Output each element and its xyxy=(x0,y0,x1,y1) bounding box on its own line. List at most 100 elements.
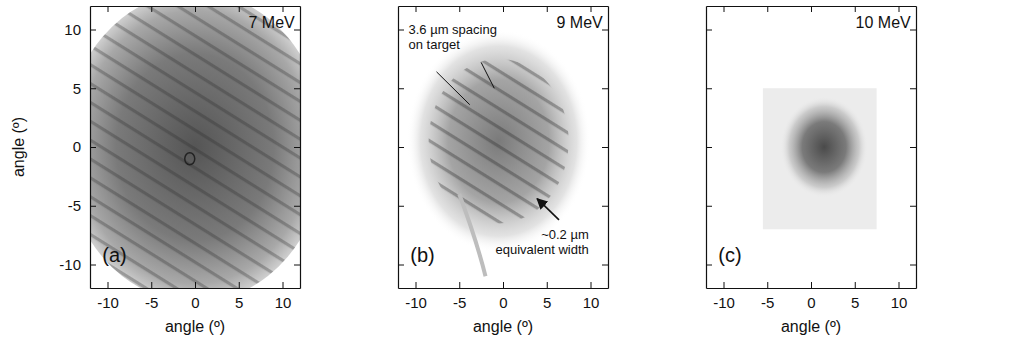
tick-mark xyxy=(767,282,768,288)
tick-mark xyxy=(899,282,900,288)
tick-mark xyxy=(706,30,712,31)
tick-mark xyxy=(108,282,109,288)
tick-mark xyxy=(398,147,404,148)
tick xyxy=(195,6,196,12)
tick-mark xyxy=(90,88,96,89)
tick-mark xyxy=(151,282,152,288)
tick-mark xyxy=(706,265,712,266)
axis xyxy=(706,7,712,289)
tick xyxy=(706,30,712,31)
axis-line xyxy=(399,288,609,289)
tick: 0 xyxy=(499,282,507,311)
tick-label: 10 xyxy=(275,294,292,311)
tick xyxy=(294,265,300,266)
tick-label: 5 xyxy=(851,294,859,311)
tick-label: -10 xyxy=(405,294,427,311)
tick-mark xyxy=(294,88,300,89)
tick xyxy=(151,6,152,12)
tick-mark xyxy=(459,282,460,288)
panel-label: (c) xyxy=(718,244,741,266)
tick xyxy=(899,6,900,12)
tick-label: -10 xyxy=(97,294,119,311)
tick xyxy=(294,88,300,89)
leader-line xyxy=(437,72,470,105)
tick-mark xyxy=(283,6,284,12)
tick xyxy=(398,206,404,207)
axis-title: angle (º) xyxy=(781,318,841,335)
tick: 0 xyxy=(73,138,96,155)
mesh-stripes xyxy=(90,6,300,288)
tick-mark xyxy=(855,282,856,288)
panel-title: 10 MeV xyxy=(856,14,911,31)
image-ground xyxy=(90,6,300,288)
tick-mark xyxy=(591,6,592,12)
tick-mark xyxy=(283,282,284,288)
tick-mark xyxy=(90,30,96,31)
tick: 5 xyxy=(851,282,859,311)
axis-line xyxy=(707,288,917,289)
tick-mark xyxy=(90,206,96,207)
tick: -5 xyxy=(68,197,96,214)
panel: -10-50510-10-50510angle (º)angle (º)7 Me… xyxy=(10,0,326,335)
tick xyxy=(503,6,504,12)
tick-label: 10 xyxy=(64,21,81,38)
tick xyxy=(706,147,712,148)
tick-mark xyxy=(899,6,900,12)
tick-label: 0 xyxy=(73,138,81,155)
tick-mark xyxy=(855,6,856,12)
axis-line xyxy=(916,7,917,289)
tick-mark xyxy=(910,206,916,207)
tick: 10 xyxy=(275,282,292,311)
tick xyxy=(910,88,916,89)
tick-mark xyxy=(195,282,196,288)
axis xyxy=(910,7,917,289)
tick: -5 xyxy=(145,282,158,311)
tick xyxy=(294,206,300,207)
tick-mark xyxy=(294,30,300,31)
tick-mark xyxy=(503,6,504,12)
tick-mark xyxy=(591,282,592,288)
tick: 5 xyxy=(235,282,243,311)
tick: 5 xyxy=(73,80,96,97)
axis: -10 -5 0 5 10 xyxy=(91,282,301,311)
tick-mark xyxy=(294,265,300,266)
tick-label: 10 xyxy=(583,294,600,311)
tick-label: -5 xyxy=(453,294,466,311)
tick-mark xyxy=(195,6,196,12)
axis xyxy=(399,6,609,12)
tick-mark xyxy=(398,88,404,89)
tick-label: 5 xyxy=(235,294,243,311)
tick xyxy=(547,6,548,12)
tick-mark xyxy=(459,6,460,12)
tick-mark xyxy=(416,6,417,12)
axis-line xyxy=(300,7,301,289)
tick: -5 xyxy=(761,282,774,311)
tick-label: -5 xyxy=(145,294,158,311)
tick xyxy=(283,6,284,12)
tick xyxy=(706,265,712,266)
tick xyxy=(910,30,916,31)
annotation: equivalent width xyxy=(496,242,589,257)
tick-label: 0 xyxy=(807,294,815,311)
tick xyxy=(724,6,725,12)
tick-label: 0 xyxy=(191,294,199,311)
tick-label: -5 xyxy=(68,197,81,214)
tick-mark xyxy=(398,206,404,207)
panel-label: (a) xyxy=(102,244,126,266)
axis xyxy=(707,6,917,12)
tick xyxy=(910,206,916,207)
tick-mark xyxy=(416,282,417,288)
image-patch xyxy=(763,88,877,229)
image xyxy=(398,6,608,288)
tick-mark xyxy=(294,206,300,207)
annotation: on target xyxy=(409,37,461,52)
tick-mark xyxy=(602,147,608,148)
tick xyxy=(602,265,608,266)
tick xyxy=(398,30,404,31)
axis-title: angle (º) xyxy=(10,117,27,177)
panel: -10-50510angle (º)10 MeV(c) xyxy=(706,6,917,335)
tick xyxy=(239,6,240,12)
tick: 10 xyxy=(64,21,96,38)
tick xyxy=(398,88,404,89)
tick-mark xyxy=(706,206,712,207)
